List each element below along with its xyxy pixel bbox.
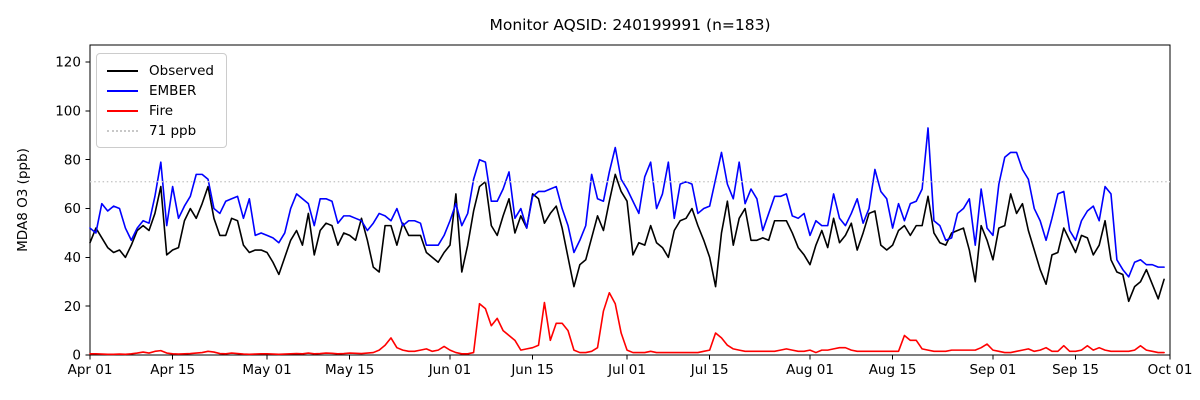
y-tick-label: 120 [55,55,81,71]
legend-label-threshold: 71 ppb [149,123,197,139]
y-tick-label: 40 [64,250,81,266]
legend-label-fire: Fire [149,103,174,119]
legend-item-observed: Observed [107,61,214,81]
x-tick-label: Sep 01 [969,362,1016,378]
x-tick-label: Aug 15 [869,362,917,378]
ember-line [89,127,1165,278]
x-tick-label: Jun 15 [510,362,554,378]
fire-line [89,291,1165,356]
legend-label-observed: Observed [149,63,214,79]
legend-item-threshold: 71 ppb [107,121,214,141]
legend-item-ember: EMBER [107,81,214,101]
y-tick-label: 20 [64,299,81,315]
fire-line-sample-icon [107,110,138,112]
y-tick-label: 60 [64,201,81,217]
observed-line-sample-icon [107,70,138,72]
legend: Observed EMBER Fire 71 ppb [96,53,227,148]
observed-line [89,173,1165,303]
y-tick-label: 100 [55,104,81,120]
legend-label-ember: EMBER [149,83,197,99]
y-tick-label: 0 [72,348,81,364]
x-tick-label: Apr 15 [150,362,195,378]
threshold-line-sample-icon [107,130,138,132]
plot-border [89,44,1171,356]
chart-title: Monitor AQSID: 240199991 (n=183) [489,16,771,34]
x-tick-label: Jul 01 [607,362,646,378]
ember-line-sample-icon [107,90,138,92]
x-tick-label: Oct 01 [1148,362,1193,378]
x-tick-label: Apr 01 [68,362,113,378]
x-tick-label: Aug 01 [786,362,834,378]
x-tick-label: May 15 [325,362,374,378]
x-tick-label: Jul 15 [690,362,729,378]
x-tick-label: May 01 [242,362,291,378]
y-tick-label: 80 [64,152,81,168]
y-axis-label: MDA8 O3 (ppb) [15,148,31,252]
legend-item-fire: Fire [107,101,214,121]
x-tick-label: Sep 15 [1052,362,1099,378]
x-tick-label: Jun 01 [428,362,472,378]
